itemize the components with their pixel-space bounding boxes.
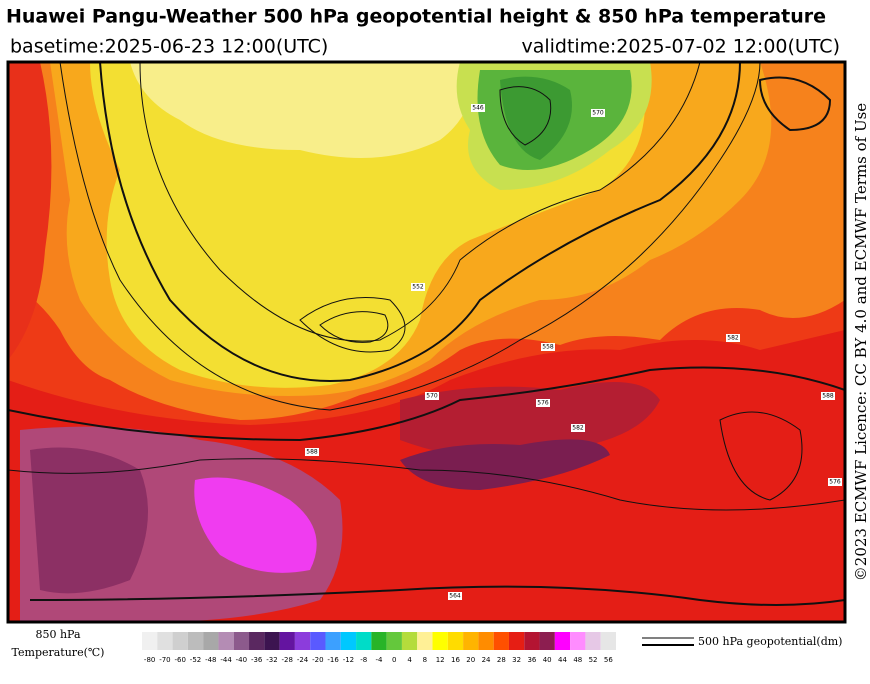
colorbar-tick: -28 [282,656,293,664]
colorbar-tick: -32 [266,656,277,664]
map: 570 570 576 582 588 564 558 552 546 588 582 576 [6,60,847,624]
colorbar-box [524,632,540,650]
colorbar-tick: 0 [392,656,396,664]
legend-label: 500 hPa geopotential(dm) [698,635,842,648]
contour-label: 546 [472,105,484,112]
colorbar-box [570,632,586,650]
colorbar-tick: -16 [327,656,339,664]
contour-label-bg [726,334,740,342]
contour-label-bg [305,448,319,456]
colorbar-box [264,632,280,650]
contour-label-bg [425,392,439,400]
colorbar-tick: 24 [482,656,491,664]
colorbar-tick: 20 [466,656,475,664]
colorbar-tick: 32 [512,656,521,664]
contour-label-bg [541,343,555,351]
colorbar-tick: 56 [604,656,613,664]
colorbar-title: Temperature(℃) [12,646,105,659]
contour-label-bg [828,478,842,486]
colorbar-box [493,632,509,650]
contour-label: 570 [426,393,438,400]
contour-label-bg [411,283,425,291]
colorbar-tick: -12 [343,656,354,664]
colorbar-tick: -40 [236,656,247,664]
colorbar-box [249,632,265,650]
contour-label-bg [536,399,550,407]
colorbar-tick: 44 [558,656,567,664]
colorbar-box [157,632,173,650]
colorbar-box [554,632,571,650]
contour-label: 552 [412,284,424,291]
colorbar-tick: -48 [205,656,216,664]
colorbar-tick: 28 [497,656,506,664]
contour-label: 588 [306,449,318,456]
colorbar-box [233,632,250,650]
colorbar-tick: 52 [589,656,598,664]
validtime: validtime:2025-07-02 12:00(UTC) [521,36,840,58]
colorbar-tick: -80 [144,656,155,664]
contour-label: 564 [449,593,461,600]
contour-label: 582 [727,335,739,342]
colorbar-box [600,632,616,650]
colorbar-tick: 4 [407,656,412,664]
colorbar-box [371,632,387,650]
colorbar-box [447,632,464,650]
colorbar-box [340,632,357,650]
colorbar-box [279,632,295,650]
contour-label-bg [571,424,585,432]
contour-label: 588 [822,393,834,400]
colorbar-tick: -60 [175,656,186,664]
colorbar-tick: 8 [423,656,427,664]
colorbar-box [294,632,311,650]
contour-label: 570 [592,110,604,117]
colorbar-box [203,632,219,650]
colorbar-tick: 12 [436,656,445,664]
colorbar-tick: -52 [190,656,201,664]
colorbar-box [401,632,418,650]
contour-label-bg [821,392,835,400]
contour-label-bg [471,104,485,112]
contour-label-bg [448,592,462,600]
colorbar-box [187,632,204,650]
title: Huawei Pangu-Weather 500 hPa geopotentia… [6,6,826,28]
colorbar-tick: 36 [527,656,536,664]
colorbar-title: 850 hPa [35,628,80,641]
contour-label-bg [591,109,605,117]
colorbar-box [218,632,234,650]
colorbar-box [142,632,158,650]
colorbar-tick: 40 [543,656,552,664]
colorbar-tick: 48 [573,656,582,664]
colorbar-tick: -44 [220,656,232,664]
colorbar-tick: -24 [297,656,309,664]
colorbar-box [172,632,188,650]
colorbar-tick: 16 [451,656,460,664]
colorbar-box [478,632,494,650]
colorbar-box [432,632,448,650]
colorbar-box [356,632,372,650]
colorbar: -80 -70 -60 -52 -48 -44 -40 -36 -32 -28 -24 -20 -16-… [142,632,616,664]
colorbar-box [325,632,341,650]
basetime: basetime:2025-06-23 12:00(UTC) [10,36,328,58]
colorbar-tick: -8 [360,656,367,664]
colorbar-tick: -70 [159,656,170,664]
colorbar-box [508,632,525,650]
colorbar-box [585,632,601,650]
colorbar-box [386,632,402,650]
colorbar-box [417,632,433,650]
contour-label: 576 [829,479,841,486]
colorbar-box [310,632,326,650]
colorbar-box [539,632,555,650]
colorbar-box [463,632,479,650]
contour-label: 576 [537,400,549,407]
contour-label: 558 [542,344,554,351]
license: ©2023 ECMWF Licence: CC BY 4.0 and ECMWF… [852,103,870,582]
contour-label: 582 [572,425,584,432]
colorbar-tick: -20 [312,656,323,664]
colorbar-tick: -36 [251,656,263,664]
colorbar-tick: -4 [376,656,384,664]
